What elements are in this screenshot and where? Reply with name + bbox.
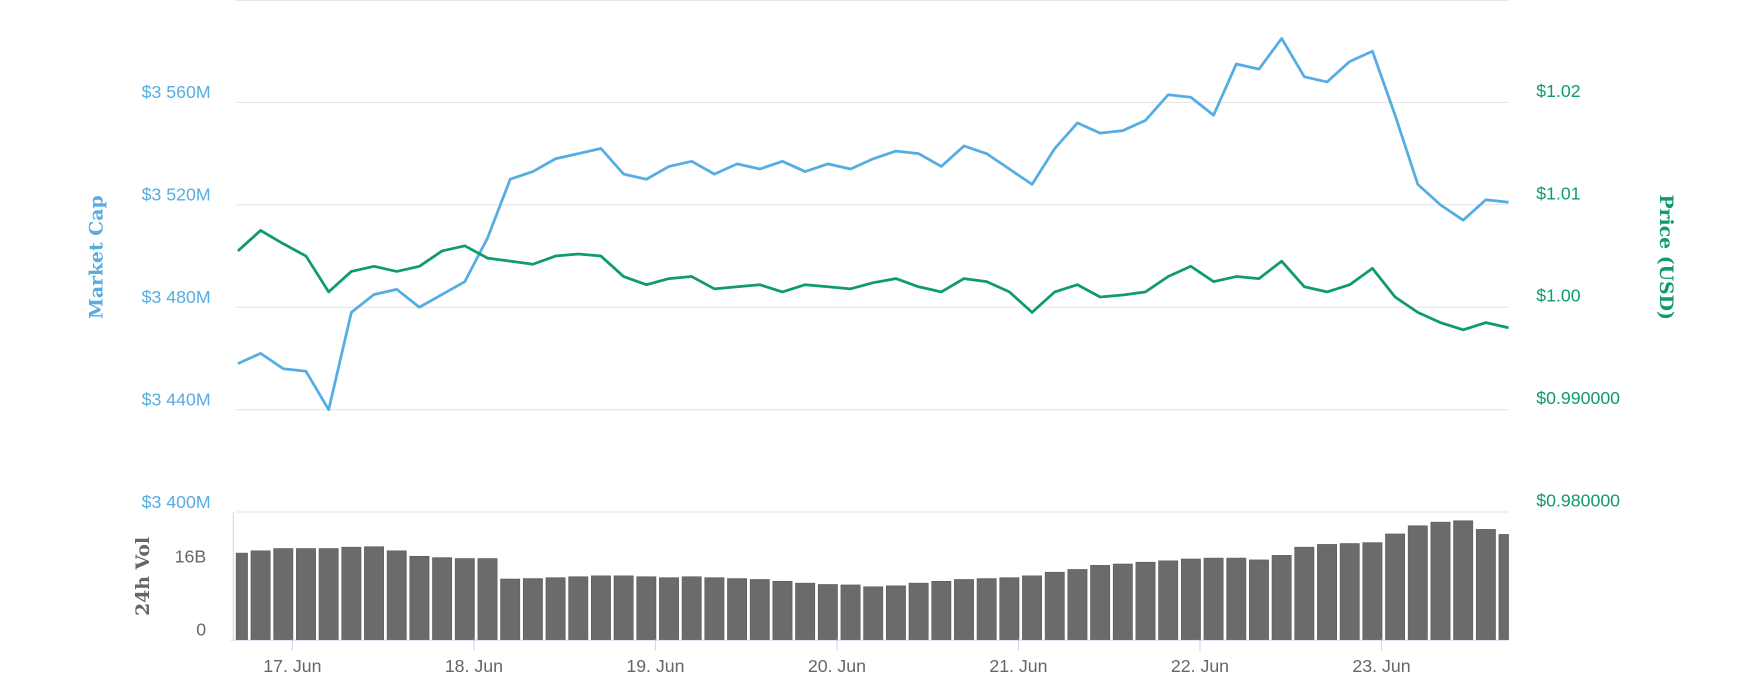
volume-bar xyxy=(341,546,362,640)
volume-bar xyxy=(1090,565,1111,640)
volume-bar xyxy=(704,577,725,640)
volume-bar xyxy=(1407,525,1428,640)
y-tick-label: 16B xyxy=(175,547,207,567)
volume-bar xyxy=(500,578,521,640)
volume-bar xyxy=(1453,520,1474,640)
volume-bar xyxy=(364,546,384,640)
volume-bar xyxy=(817,584,838,640)
volume-bar xyxy=(386,550,407,640)
volume-bar xyxy=(659,577,679,640)
x-tick-label: 18. Jun xyxy=(445,656,503,676)
volume-bar xyxy=(432,557,453,640)
volume-bar xyxy=(636,576,657,640)
volume-bar xyxy=(1430,521,1451,640)
volume-bar xyxy=(409,555,430,640)
y2-tick-label: $0.980000 xyxy=(1536,491,1620,511)
volume-bar xyxy=(1271,555,1292,640)
y-tick-label: $3 480M xyxy=(142,287,211,307)
volume-bar xyxy=(931,581,952,640)
volume-bar xyxy=(273,548,294,640)
x-tick-label: 19. Jun xyxy=(626,656,684,676)
volume-bar xyxy=(681,576,702,640)
volume-bar xyxy=(477,558,498,640)
volume-bar xyxy=(613,575,634,640)
volume-bar xyxy=(1180,558,1201,640)
x-tick-label: 20. Jun xyxy=(808,656,866,676)
volume-bar xyxy=(1249,559,1269,640)
volume-bar xyxy=(908,582,929,640)
series-line xyxy=(236,229,1509,332)
x-tick-label: 23. Jun xyxy=(1352,656,1410,676)
y2-tick-label: $0.990000 xyxy=(1536,388,1620,408)
y-tick-label: $3 400M xyxy=(142,492,211,512)
volume-bar xyxy=(999,577,1020,640)
volume-bar xyxy=(749,579,770,640)
series-line xyxy=(237,37,1509,412)
volume-bar xyxy=(840,584,861,640)
y2-tick-label: $1.00 xyxy=(1536,286,1580,306)
x-tick-label: 17. Jun xyxy=(263,656,321,676)
y-tick-label: 0 xyxy=(196,619,206,639)
volume-bar xyxy=(454,558,475,640)
volume-bar xyxy=(591,575,611,640)
y-tick-label: $3 560M xyxy=(142,82,211,102)
volume-bar xyxy=(1317,544,1337,640)
volume-bar xyxy=(886,585,906,640)
y-tick-label: $3 520M xyxy=(142,185,211,205)
volume-bar xyxy=(235,552,248,640)
x-tick-label: 21. Jun xyxy=(989,656,1047,676)
volume-bar xyxy=(296,548,316,640)
volume-bar xyxy=(1339,543,1360,640)
volume-bar xyxy=(545,577,566,640)
volume-bar xyxy=(1112,563,1133,640)
y2-axis-title: Price (USD) xyxy=(1655,194,1677,319)
y-axis-title: Market Cap xyxy=(86,195,108,319)
volume-bar xyxy=(1498,534,1509,640)
volume-bar xyxy=(522,578,543,640)
volume-bar xyxy=(1135,561,1156,640)
volume-bar xyxy=(1203,557,1224,640)
volume-bar xyxy=(772,581,793,640)
volume-bar xyxy=(1226,557,1247,640)
volume-bar xyxy=(1158,560,1179,640)
volume-bar xyxy=(318,548,339,640)
volume-bar xyxy=(1294,546,1315,640)
volume-bar xyxy=(1044,571,1065,640)
volume-bar xyxy=(727,578,748,640)
volume-bar xyxy=(976,578,997,640)
y2-tick-label: $1.01 xyxy=(1536,183,1580,203)
volume-bar xyxy=(250,550,271,640)
y2-tick-label: $1.02 xyxy=(1536,81,1580,101)
volume-bar xyxy=(1475,529,1496,640)
x-tick-label: 22. Jun xyxy=(1171,656,1229,676)
volume-bar xyxy=(1362,542,1383,640)
volume-bar xyxy=(568,576,589,640)
volume-bar xyxy=(795,582,816,640)
volume-bar xyxy=(863,586,884,640)
volume-bar xyxy=(1022,575,1042,640)
y-tick-label: $3 440M xyxy=(142,390,211,410)
volume-bar xyxy=(954,579,974,640)
volume-bar xyxy=(1067,569,1088,640)
volume-axis-title: 24h Vol xyxy=(132,537,154,616)
volume-bar xyxy=(1385,533,1406,640)
